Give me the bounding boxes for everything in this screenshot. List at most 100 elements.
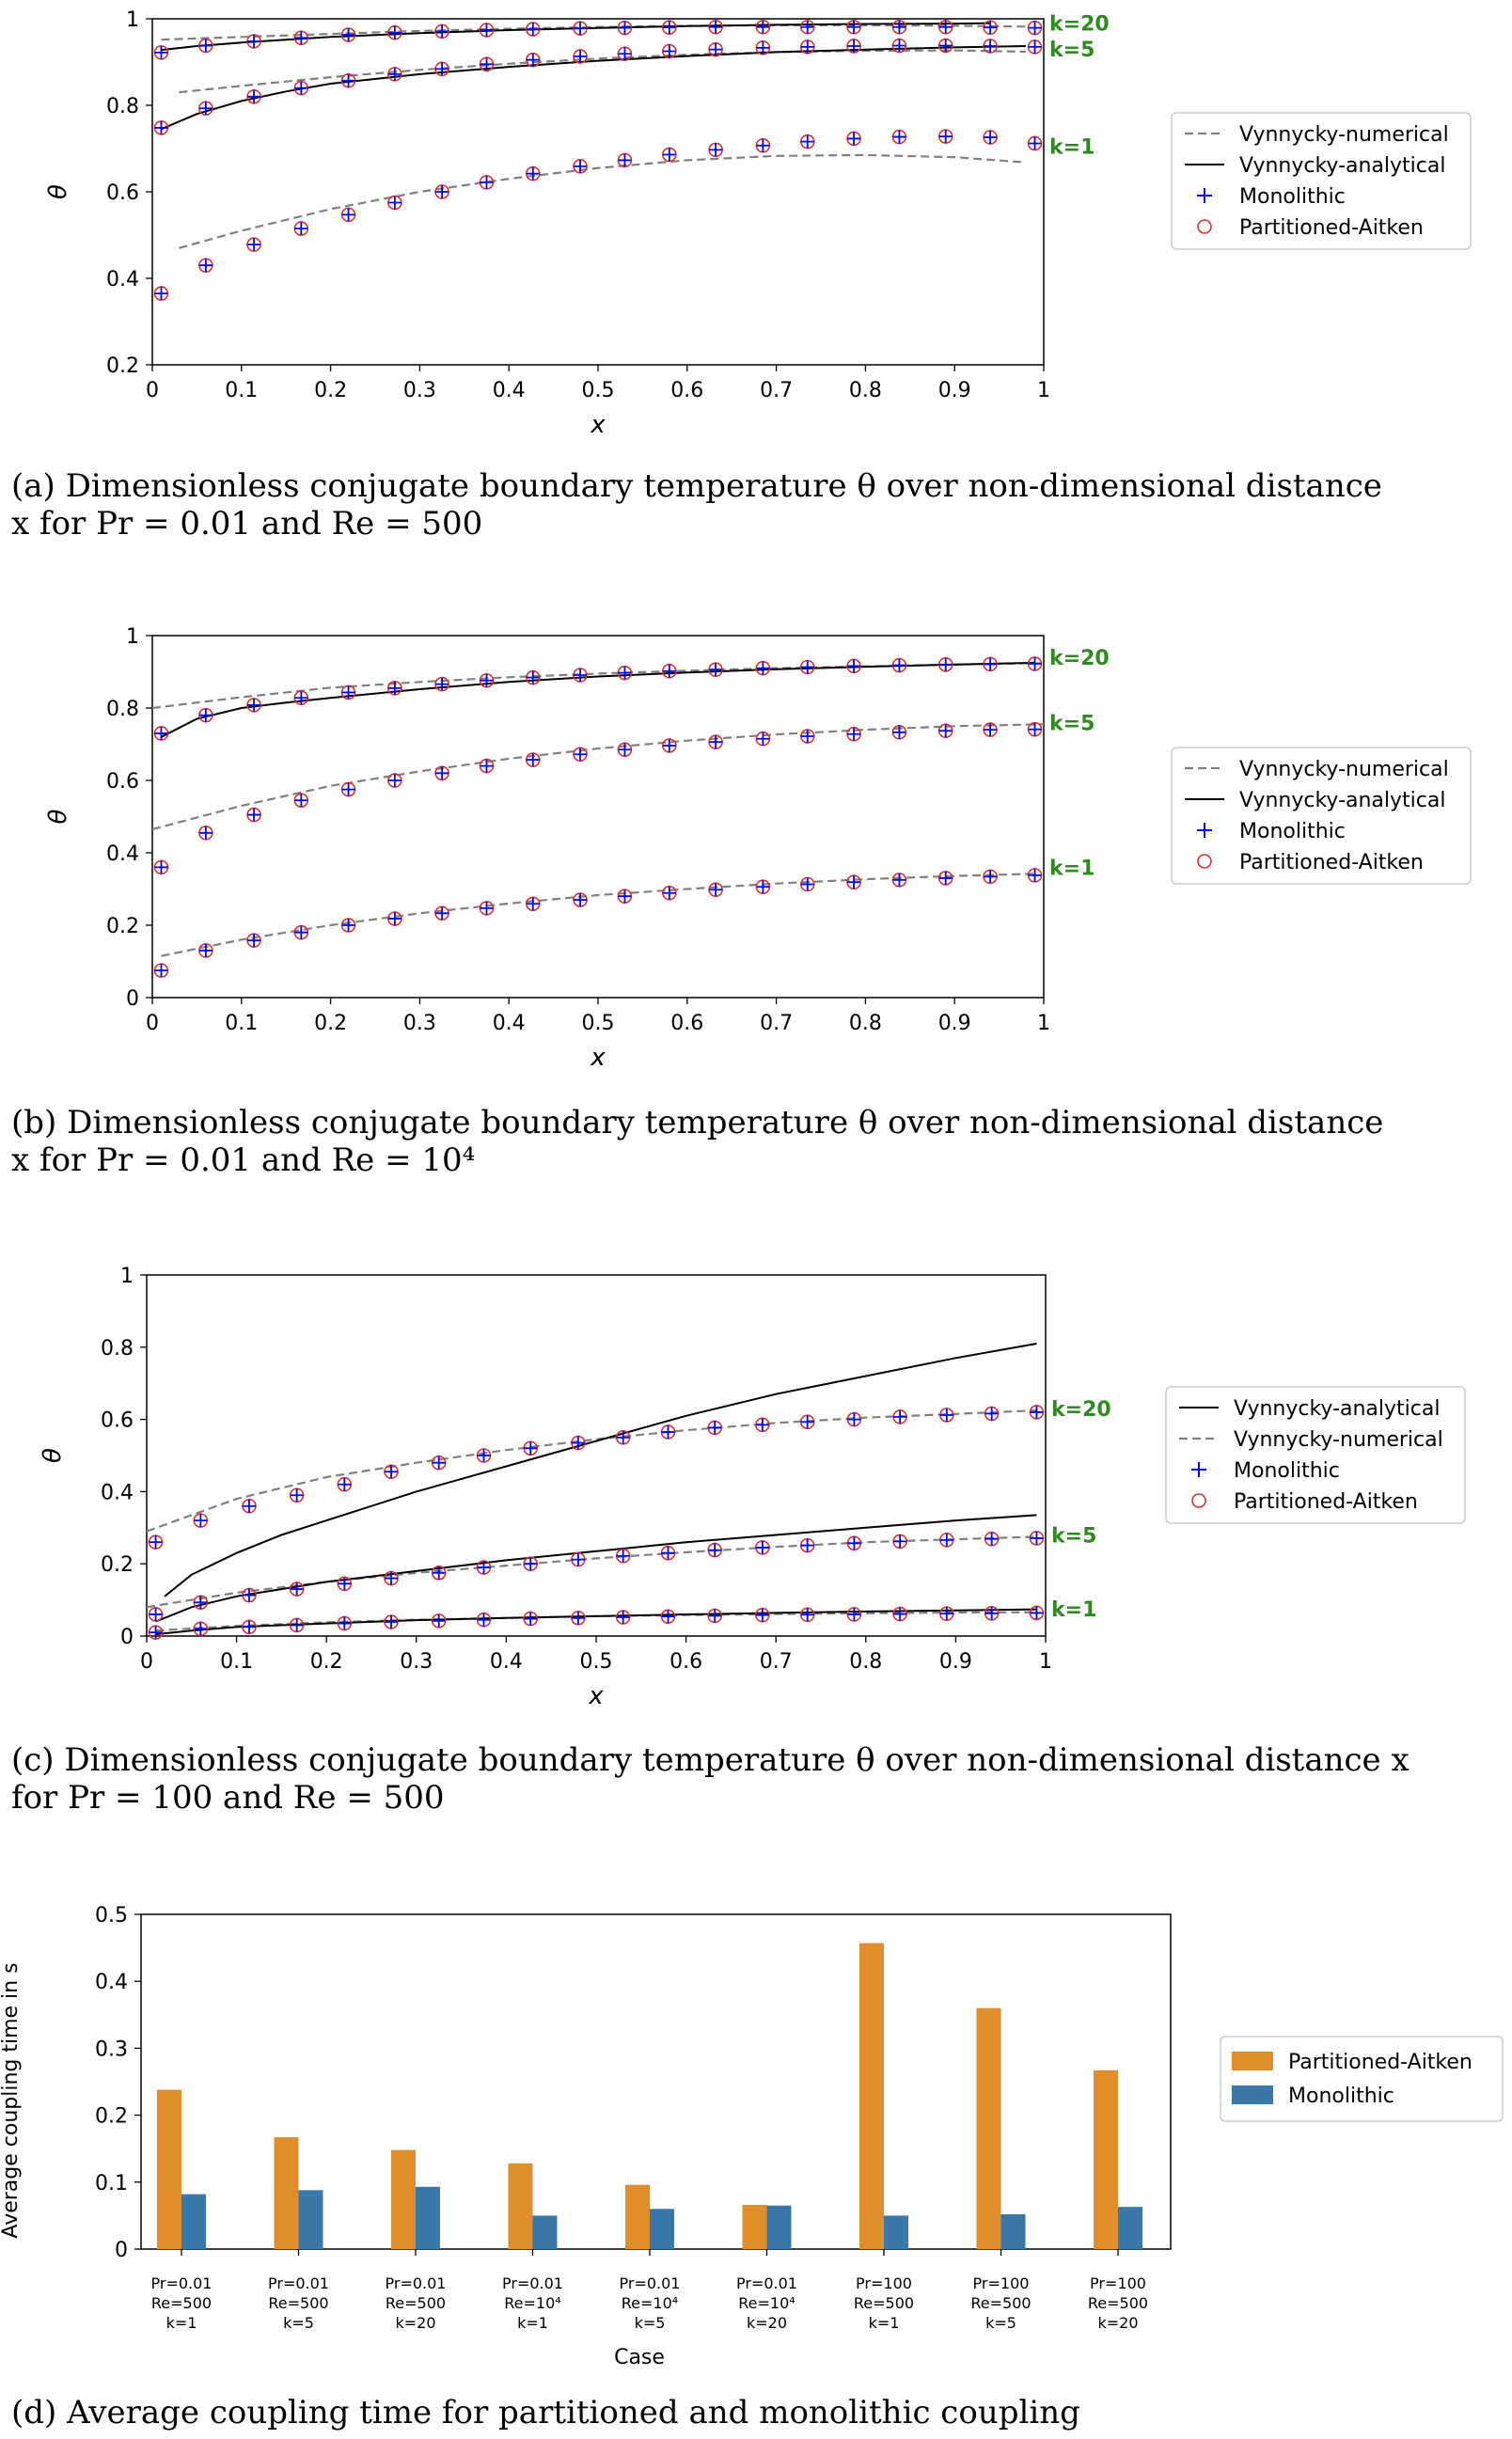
monolithic-point [294, 691, 308, 705]
monolithic-point [294, 31, 308, 45]
legend-entry: Partitioned-Aitken [1234, 1490, 1418, 1514]
monolithic-point [480, 901, 494, 915]
monolithic-point [154, 964, 168, 978]
monolithic-point [435, 24, 449, 39]
monolithic-point [477, 1561, 491, 1575]
monolithic-point [480, 57, 494, 71]
x-tick-label: 0.9 [938, 379, 971, 402]
legend-entry: Vynnycky-analytical [1239, 789, 1445, 812]
monolithic-point [338, 1616, 352, 1630]
monolithic-point [387, 774, 402, 787]
legend-box [1165, 1386, 1466, 1524]
monolithic-point [435, 766, 449, 780]
monolithic-point [938, 657, 953, 671]
monolithic-point [198, 943, 213, 957]
monolithic-point [149, 1535, 163, 1550]
monolithic-point [618, 889, 632, 904]
monolithic-point [984, 1606, 999, 1620]
monolithic-point [194, 1514, 208, 1528]
monolithic-point [294, 222, 308, 236]
partitioned-aitken-bar [742, 2205, 767, 2249]
numerical-line [151, 723, 1045, 831]
curve-label-k20: k=20 [1049, 647, 1110, 670]
monolithic-bar [416, 2186, 440, 2249]
legend-entry: Vynnycky-numerical [1239, 123, 1449, 147]
monolithic-point [709, 883, 723, 897]
monolithic-point [480, 23, 494, 37]
monolithic-point [1030, 1531, 1044, 1545]
analytical-line [161, 45, 1027, 131]
plot-frame [146, 1274, 1047, 1637]
y-axis-label: θ [44, 184, 72, 199]
monolithic-point [290, 1488, 304, 1503]
x-tick-label: 0.7 [760, 379, 793, 402]
monolithic-point [338, 1577, 352, 1591]
monolithic-point [435, 677, 449, 691]
monolithic-point [755, 1608, 769, 1622]
monolithic-point [338, 1477, 352, 1491]
numerical-line [146, 1408, 1037, 1533]
legend-entry: Vynnycky-analytical [1234, 1397, 1440, 1421]
y-tick-label: 0.8 [106, 95, 139, 118]
y-tick-label: 0.5 [95, 1904, 128, 1928]
analytical-line [155, 1514, 1037, 1623]
chart-panel-c: 0 0.1 0.2 0.3 0.4 0.5 0.6 0.7 0.8 0.9 1 0 0.2 0.4 0.6 0… [11, 1265, 1466, 1817]
caption-line: x for Pr = 0.01 and Re = 10⁴ [11, 1141, 475, 1179]
monolithic-point [709, 735, 723, 749]
monolithic-point [892, 39, 906, 53]
legend-partitioned-swatch [1191, 1493, 1206, 1508]
monolithic-point [892, 725, 906, 739]
y-axis-label: θ [39, 1448, 67, 1463]
legend-entry: Partitioned-Aitken [1239, 216, 1424, 240]
monolithic-point [432, 1566, 446, 1580]
monolithic-point [290, 1618, 304, 1632]
monolithic-point [984, 870, 998, 884]
legend-entry: Monolithic [1239, 185, 1346, 209]
monolithic-point [892, 130, 906, 144]
monolithic-point [847, 39, 861, 53]
caption-line: for Pr = 100 and Re = 500 [11, 1779, 445, 1817]
x-tick-label: 0.8 [849, 1650, 882, 1674]
monolithic-point [574, 159, 588, 173]
monolithic-point [984, 723, 998, 737]
curve-label-k1: k=1 [1049, 136, 1095, 160]
monolithic-bar [181, 2194, 206, 2249]
monolithic-point [984, 1407, 999, 1421]
category-label: Re=500 [268, 2294, 328, 2312]
x-tick-label: 0.5 [580, 1650, 613, 1674]
monolithic-point [524, 1441, 538, 1456]
monolithic-point [242, 1620, 256, 1634]
curve-label-k5: k=5 [1049, 39, 1095, 62]
monolithic-bar [884, 2215, 908, 2249]
monolithic-point [294, 81, 308, 95]
caption-line: x for Pr = 0.01 and Re = 500 [11, 505, 482, 543]
monolithic-point [709, 42, 723, 56]
category-label: Pr=0.01 [386, 2274, 447, 2292]
monolithic-point [756, 661, 770, 675]
monolithic-point [247, 89, 261, 103]
monolithic-point [247, 934, 261, 948]
x-axis-label: Case [614, 2346, 665, 2369]
y-tick-label: 0.6 [101, 1409, 134, 1433]
monolithic-point [1028, 39, 1042, 54]
x-tick-label: 0.2 [314, 1012, 347, 1035]
legend-entry: Partitioned-Aitken [1288, 2051, 1473, 2074]
monolithic-point [661, 1610, 675, 1624]
monolithic-point [571, 1611, 585, 1625]
analytical-line [161, 661, 1035, 738]
monolithic-point [526, 753, 540, 767]
partitioned-aitken-bar [274, 2137, 299, 2249]
x-tick-label: 0.3 [400, 1650, 433, 1674]
monolithic-point [800, 1415, 814, 1429]
monolithic-point [755, 1418, 769, 1432]
monolithic-point [708, 1421, 722, 1435]
numerical-line [179, 153, 1027, 249]
monolithic-point [616, 1549, 630, 1563]
monolithic-point [242, 1588, 256, 1602]
monolithic-point [709, 20, 723, 34]
y-tick-label: 0.2 [106, 915, 139, 938]
monolithic-point [194, 1622, 208, 1636]
x-tick-label: 0.9 [938, 1012, 971, 1035]
monolithic-point [571, 1436, 585, 1450]
